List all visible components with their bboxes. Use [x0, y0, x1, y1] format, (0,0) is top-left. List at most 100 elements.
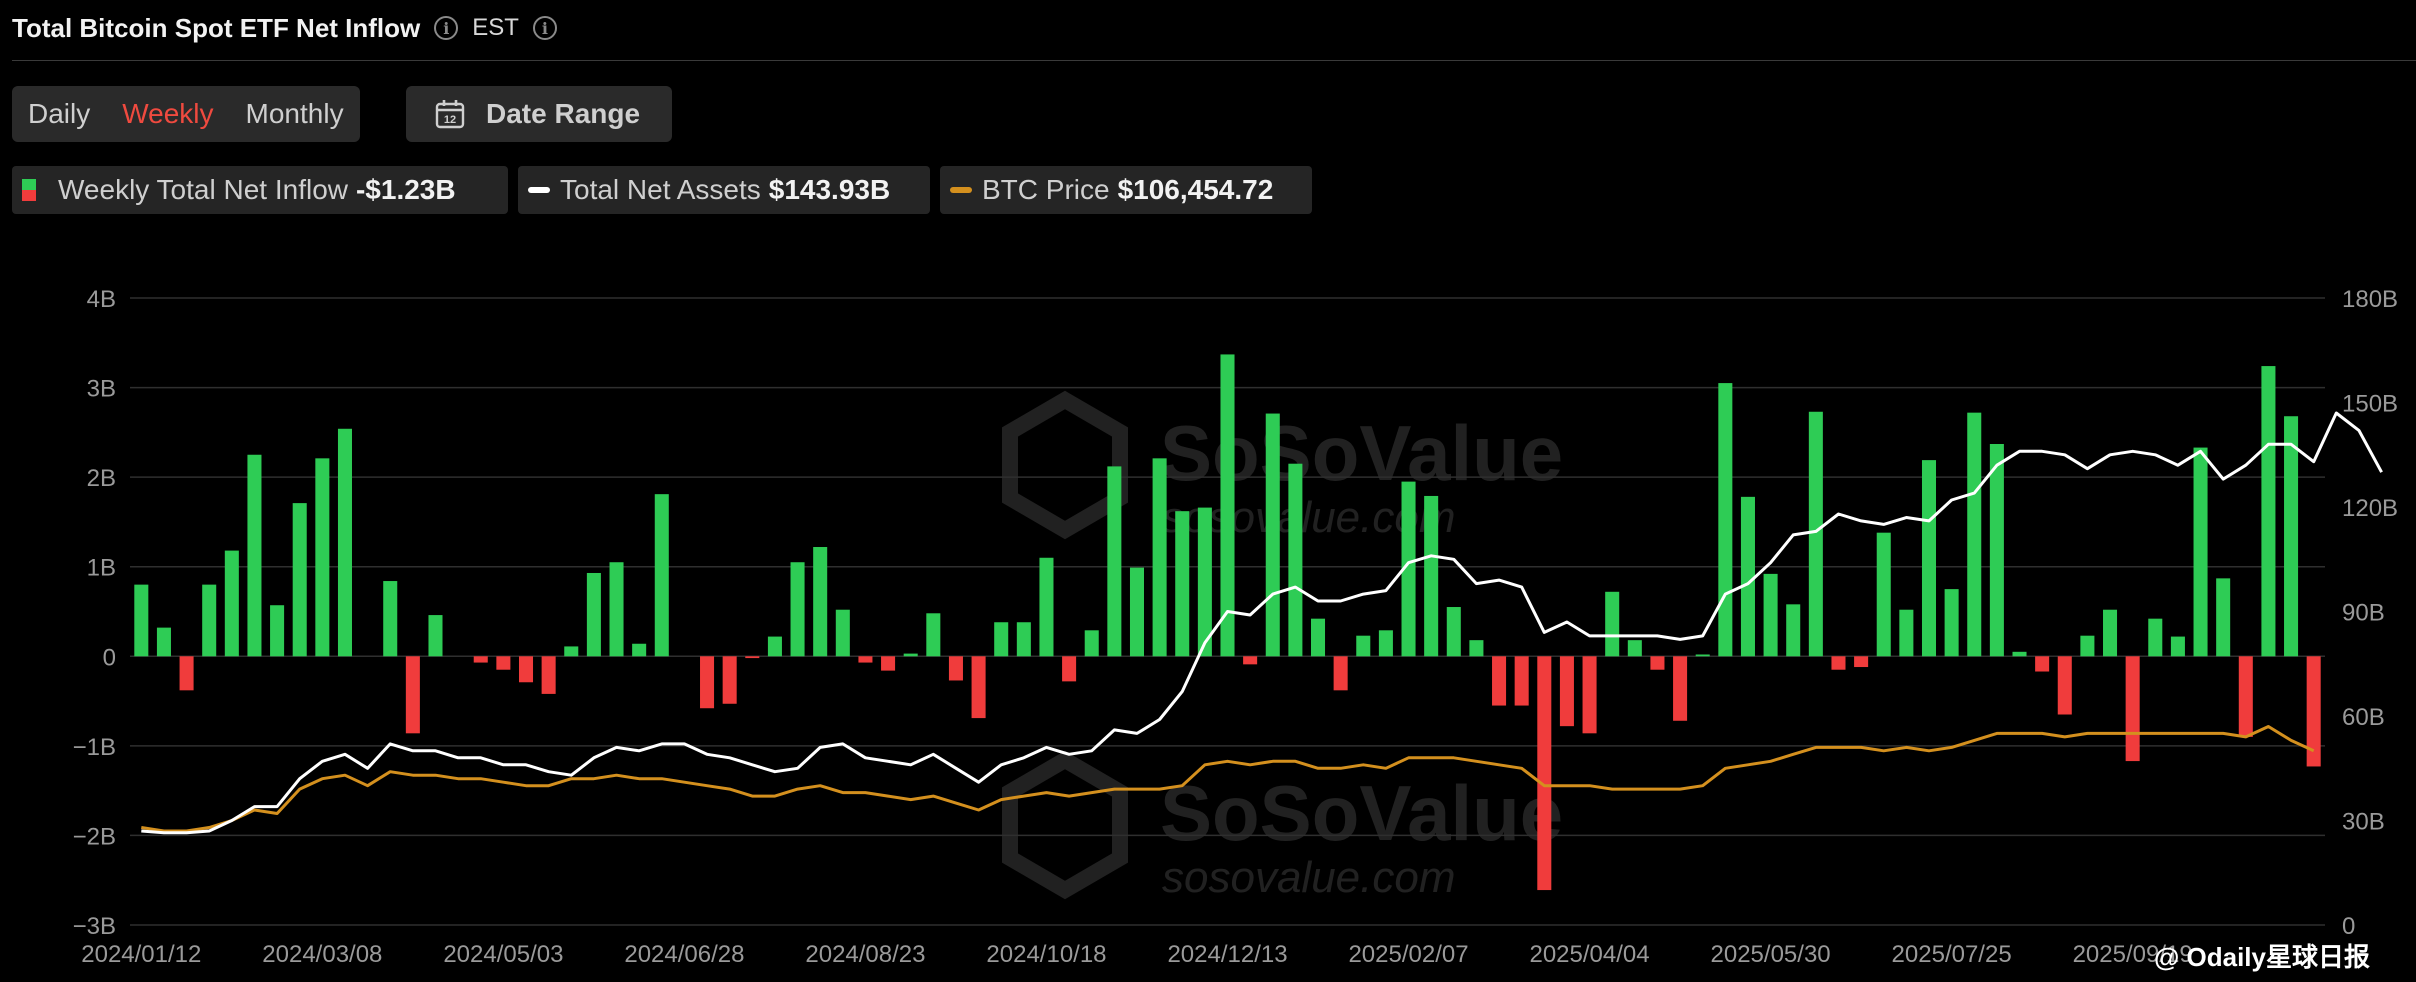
- tab-monthly[interactable]: Monthly: [245, 98, 344, 129]
- inflow-bar: [881, 656, 896, 671]
- inflow-bar: [1469, 640, 1484, 657]
- right-axis-tick: 150B: [2342, 391, 2398, 418]
- inflow-bar: [224, 550, 239, 657]
- inflow-bar: [2125, 656, 2140, 762]
- inflow-bar: [609, 562, 624, 657]
- left-axis-tick: 3B: [87, 376, 116, 403]
- inflow-bar: [2170, 636, 2185, 657]
- total-net-assets-line: [141, 411, 2383, 835]
- inflow-bar: [1559, 656, 1574, 727]
- inflow-bar: [790, 562, 805, 657]
- inflow-bar: [1084, 630, 1099, 657]
- inflow-bar: [1718, 383, 1733, 657]
- calendar-icon: 12: [435, 100, 465, 129]
- tab-weekly[interactable]: Weekly: [122, 98, 214, 129]
- inflow-bar: [2148, 618, 2163, 657]
- inflow-bar: [1220, 354, 1235, 657]
- left-axis-tick: −1B: [73, 734, 116, 761]
- inflow-bar: [903, 653, 918, 657]
- inflow-bar: [1831, 656, 1846, 670]
- inflow-bar: [202, 584, 217, 657]
- x-axis-tick: 2024/01/12: [81, 941, 201, 968]
- inflow-bar: [1129, 567, 1144, 657]
- inflow-bar: [1514, 656, 1529, 706]
- inflow-bar: [1650, 656, 1665, 670]
- right-axis-tick: 180B: [2342, 286, 2398, 313]
- inflow-bar: [971, 656, 986, 719]
- inflow-bar: [405, 656, 420, 734]
- inflow-bar: [2103, 609, 2118, 657]
- inflow-bar: [1582, 656, 1597, 734]
- info-icon[interactable]: i: [434, 16, 459, 40]
- inflow-bar: [2238, 656, 2253, 737]
- series-lines: [141, 411, 2383, 835]
- x-axis-tick: 2024/03/08: [262, 941, 382, 968]
- date-range-button[interactable]: 12 Date Range: [406, 86, 672, 142]
- inflow-bar: [1876, 532, 1891, 657]
- inflow-bar: [134, 584, 149, 657]
- left-axis-tick: 2B: [87, 465, 116, 492]
- x-axis-tick: 2024/12/13: [1167, 941, 1287, 968]
- inflow-bar: [1039, 557, 1054, 657]
- right-axis-tick: 0: [2342, 913, 2355, 940]
- inflow-bar: [564, 646, 579, 657]
- inflow-bar: [2216, 578, 2231, 657]
- legend-price[interactable]: BTC Price $106,454.72: [940, 166, 1312, 214]
- inflow-bar: [835, 609, 850, 657]
- x-axis-tick: 2025/05/30: [1711, 941, 1831, 968]
- inflow-bar: [1424, 495, 1439, 657]
- watermark-logo-icon: [1002, 390, 1128, 540]
- inflow-bar: [1786, 604, 1801, 657]
- inflow-bar: [518, 656, 534, 683]
- legend-inflow-label: Weekly Total Net Inflow: [58, 174, 348, 205]
- inflow-bar: [813, 547, 828, 657]
- inflow-bar: [926, 613, 941, 657]
- inflow-bar: [270, 605, 285, 657]
- right-axis-tick: 120B: [2342, 495, 2398, 522]
- x-axis-tick: 2024/06/28: [624, 941, 744, 968]
- left-axis-tick: 0: [103, 644, 116, 671]
- inflow-bar: [1627, 640, 1642, 657]
- watermark-logo-icon: [1002, 750, 1128, 900]
- watermark-brand: SoSoValue: [1160, 769, 1563, 857]
- timezone-info-icon[interactable]: i: [532, 16, 557, 40]
- left-axis-tick: 4B: [87, 286, 116, 313]
- inflow-bar: [1537, 656, 1552, 891]
- axes: 4B 3B 2B 1B 0 −1B −2B −3B 180B 150B 120B 90B 60B 30B 0…: [73, 286, 2398, 972]
- assets-swatch: [528, 187, 550, 193]
- page-title: Total Bitcoin Spot ETF Net Inflow: [12, 12, 421, 43]
- inflow-bar: [2306, 656, 2321, 767]
- legend-inflow-value: -$1.23B: [355, 174, 456, 205]
- inflow-bar: [1695, 654, 1710, 657]
- inflow-bar: [1378, 630, 1393, 657]
- header: Total Bitcoin Spot ETF Net Inflow i EST …: [12, 8, 557, 48]
- inflow-bar: [722, 656, 737, 704]
- left-axis-tick: 1B: [87, 555, 116, 582]
- x-axis-tick: 2025/09/19: [2073, 941, 2193, 968]
- left-axis-tick: −2B: [73, 823, 116, 850]
- inflow-bar: [1062, 656, 1077, 682]
- inflow-bar: [1899, 609, 1914, 657]
- inflow-bar: [1605, 591, 1620, 657]
- legend-assets-label: Total Net Assets: [560, 174, 761, 205]
- inflow-bar: [1921, 460, 1937, 657]
- inflow-bar: [767, 636, 782, 657]
- inflow-bar: [632, 643, 647, 657]
- inflow-swatch: [22, 179, 36, 201]
- x-axis-tick: 2025/04/04: [1529, 941, 1649, 968]
- legend-assets[interactable]: Total Net Assets $143.93B: [518, 166, 930, 214]
- inflow-bar: [654, 494, 669, 657]
- watermark-url: sosovalue.com: [1162, 853, 1455, 902]
- inflow-bar: [496, 656, 511, 670]
- inflow-bar: [1763, 573, 1778, 657]
- x-axis-tick: 2024/05/03: [443, 941, 563, 968]
- left-axis-tick: −3B: [73, 913, 116, 940]
- inflow-bar: [994, 622, 1009, 657]
- x-axis-tick: 2024/08/23: [805, 941, 925, 968]
- inflow-bar: [1107, 466, 1122, 657]
- legend-inflow[interactable]: Weekly Total Net Inflow -$1.23B: [12, 166, 508, 214]
- price-swatch: [950, 187, 972, 193]
- tab-daily[interactable]: Daily: [28, 98, 91, 129]
